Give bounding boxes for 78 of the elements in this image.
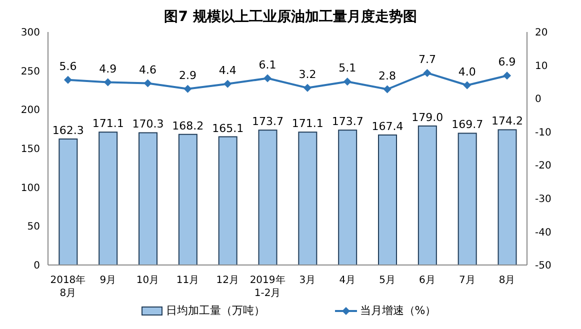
- data-label: 2.9: [178, 68, 196, 82]
- point: [264, 74, 272, 82]
- bar: [58, 138, 78, 265]
- data-label: 170.3: [132, 118, 164, 131]
- data-label: 2.8: [378, 69, 396, 82]
- y2-tick-label: -50: [535, 260, 552, 272]
- y-tick-label: 150: [20, 144, 40, 156]
- data-label: 4.6: [139, 63, 157, 76]
- bar: [418, 125, 437, 265]
- data-label: 4.9: [99, 62, 117, 76]
- data-label: 171.1: [292, 117, 324, 130]
- y2-tick-label: -30: [535, 194, 552, 205]
- data-label: 3.2: [298, 68, 316, 81]
- bar: [138, 132, 158, 265]
- x-tick-label: 12月: [216, 275, 239, 286]
- x-tick-label: 6月: [419, 275, 436, 286]
- data-label: 6.1: [258, 58, 276, 72]
- point: [303, 84, 312, 92]
- y2-tick-label: 10: [535, 60, 548, 72]
- point: [104, 78, 112, 86]
- bar: [458, 132, 477, 265]
- data-label: 168.2: [172, 119, 204, 132]
- bar: [98, 132, 118, 265]
- x-tick-label: 7月: [458, 275, 476, 286]
- bar: [378, 134, 398, 265]
- bar: [498, 129, 517, 265]
- y-tick-label: 100: [20, 182, 40, 194]
- data-label: 6.9: [498, 56, 516, 69]
- bar: [298, 132, 318, 265]
- data-label: 167.4: [372, 120, 404, 133]
- x-tick-label: 8月: [498, 275, 516, 286]
- x-tick-label: 5月: [379, 275, 396, 286]
- data-label: 179.0: [412, 110, 444, 124]
- x-tick-label: 3月: [299, 275, 316, 286]
- y2-tick-label: -20: [535, 160, 552, 172]
- bar: [258, 130, 278, 265]
- data-label: 162.3: [52, 124, 84, 137]
- point: [224, 80, 232, 88]
- x-tick-label: 11月: [176, 275, 200, 286]
- point: [343, 78, 352, 86]
- point: [463, 81, 472, 90]
- y2-tick-label: 0: [535, 94, 542, 106]
- bar: [338, 130, 358, 265]
- legend-label: 日均加工量（万吨）: [164, 303, 265, 318]
- point: [64, 76, 72, 84]
- bar: [178, 134, 198, 265]
- data-label: 4.4: [218, 64, 236, 77]
- legend-label: 当月增速（%）: [358, 303, 436, 318]
- point: [503, 72, 512, 80]
- data-label: 165.1: [212, 122, 244, 135]
- point: [383, 85, 392, 94]
- y2-tick-label: 20: [535, 28, 548, 39]
- x-tick-label: 4月: [339, 275, 356, 286]
- point: [144, 79, 152, 88]
- bar: [218, 136, 238, 265]
- point: [184, 84, 192, 93]
- chart-title: 图7 规模以上工业原油加工量月度走势图: [163, 8, 418, 27]
- x-tick-label: 9月: [100, 275, 116, 286]
- point: [423, 68, 432, 77]
- y-tick-label: 250: [20, 66, 40, 78]
- x-tick-label: 2019年 1-2月: [250, 274, 286, 299]
- y2-tick-label: -40: [535, 227, 552, 238]
- x-tick-label: 2018年 8月: [50, 274, 86, 299]
- data-label: 4.0: [458, 65, 476, 78]
- data-label: 169.7: [452, 118, 484, 132]
- data-label: 5.1: [338, 62, 356, 75]
- y-tick-label: 300: [20, 28, 40, 39]
- data-label: 5.6: [59, 60, 77, 73]
- x-tick-label: 10月: [136, 275, 160, 286]
- data-label: 173.7: [332, 115, 364, 128]
- data-label: 173.7: [252, 115, 284, 128]
- data-label: 171.1: [92, 117, 124, 130]
- data-label: 174.2: [492, 114, 524, 128]
- y-tick-label: 50: [27, 222, 40, 233]
- data-label: 7.7: [418, 52, 436, 66]
- y2-tick-label: -10: [535, 127, 552, 138]
- y-tick-label: 200: [20, 105, 40, 116]
- y-tick-label: 0: [34, 260, 40, 272]
